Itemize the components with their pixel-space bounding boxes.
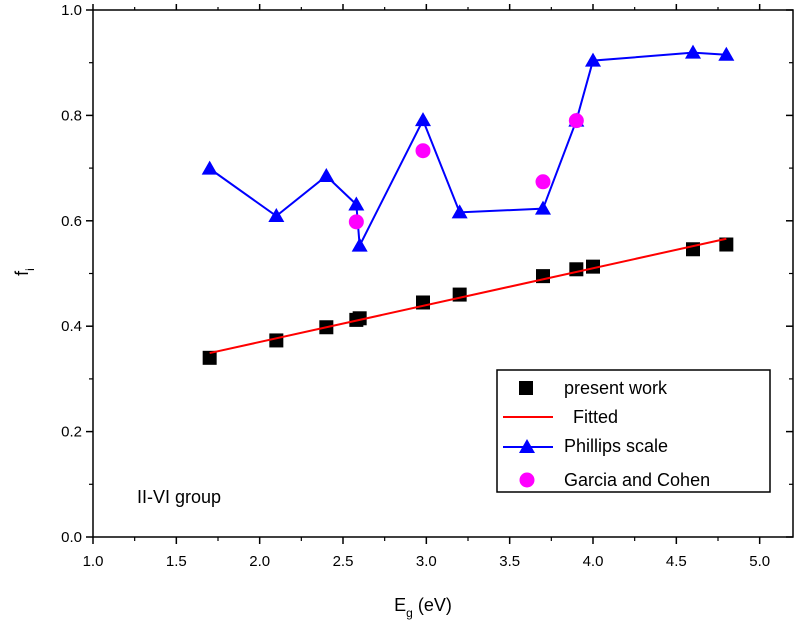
- y-tick-label: 0.6: [61, 213, 82, 230]
- legend-marker-triangle: [519, 439, 535, 453]
- axis-ticks: [86, 4, 793, 544]
- y-tick-label: 0.4: [61, 318, 82, 335]
- legend-entry-present-work: present work: [519, 378, 668, 398]
- data-point-triangle: [451, 204, 468, 219]
- data-point-square: [202, 350, 217, 365]
- series-phillips-scale: [201, 44, 735, 252]
- tick-labels: 1.0 1.5 2.0 2.5 3.0 3.5 4.0 4.5 5.0 0.0 0.2 0.4 0.6 0…: [61, 2, 770, 570]
- data-point-triangle: [685, 44, 701, 59]
- x-tick-label: 1.5: [166, 553, 187, 570]
- data-point-triangle: [348, 196, 365, 211]
- y-axis-label-main: f: [12, 270, 32, 276]
- data-point-triangle: [351, 237, 368, 252]
- y-tick-label: 1.0: [61, 2, 82, 19]
- data-point-triangle: [415, 112, 431, 127]
- data-point-square: [586, 259, 600, 274]
- legend-label-present-work: present work: [564, 378, 668, 398]
- x-tick-label: 2.0: [249, 553, 270, 570]
- data-point-circle: [348, 214, 364, 230]
- series-present-work: [202, 237, 734, 365]
- series-garcia-and-cohen: [348, 113, 584, 230]
- data-point-circle: [535, 174, 551, 190]
- x-axis-label-main: E: [394, 595, 406, 615]
- y-axis-label: fi: [12, 268, 37, 276]
- legend: present work Fitted Phillips scale Garci…: [496, 369, 771, 493]
- y-tick-label: 0.0: [61, 529, 82, 546]
- x-tick-label: 1.0: [83, 553, 104, 570]
- data-point-triangle: [718, 46, 735, 61]
- y-tick-label: 0.8: [61, 107, 82, 124]
- legend-label-fitted: Fitted: [573, 407, 618, 427]
- data-point-circle: [568, 113, 584, 129]
- legend-entry-fitted: Fitted: [503, 407, 618, 427]
- data-point-triangle: [535, 200, 551, 215]
- x-tick-label: 5.0: [749, 553, 770, 570]
- series-fitted: [209, 237, 727, 355]
- x-axis-label-sub: g: [406, 606, 413, 620]
- data-point-triangle: [585, 52, 601, 67]
- data-point-triangle: [318, 168, 335, 183]
- data-point-square: [719, 237, 734, 252]
- x-axis-label: Eg (eV): [394, 595, 452, 620]
- x-tick-label: 4.0: [583, 553, 604, 570]
- x-tick-label: 2.5: [333, 553, 354, 570]
- data-point-square: [352, 311, 367, 326]
- legend-entry-phillips: Phillips scale: [503, 436, 668, 456]
- data-point-circle: [415, 143, 431, 159]
- data-point-square: [569, 262, 584, 277]
- data-point-triangle: [201, 160, 218, 175]
- series-layer: [201, 44, 735, 365]
- y-axis-label-sub: i: [23, 268, 37, 271]
- legend-marker-circle: [519, 472, 535, 488]
- group-annotation: II-VI group: [137, 487, 221, 507]
- legend-label-phillips: Phillips scale: [564, 436, 668, 456]
- legend-marker-square: [519, 381, 533, 395]
- x-axis-label-unit: (eV): [413, 595, 452, 615]
- legend-box: [496, 369, 771, 493]
- plot-frame: [92, 9, 794, 538]
- x-tick-label: 3.0: [416, 553, 437, 570]
- data-point-triangle: [268, 208, 285, 223]
- legend-label-garcia-cohen: Garcia and Cohen: [564, 470, 710, 490]
- series-line: [209, 51, 727, 250]
- x-tick-label: 4.5: [666, 553, 687, 570]
- legend-entry-garcia-cohen: Garcia and Cohen: [519, 470, 710, 490]
- x-tick-label: 3.5: [499, 553, 520, 570]
- y-tick-label: 0.2: [61, 424, 82, 441]
- series-line: [209, 237, 727, 355]
